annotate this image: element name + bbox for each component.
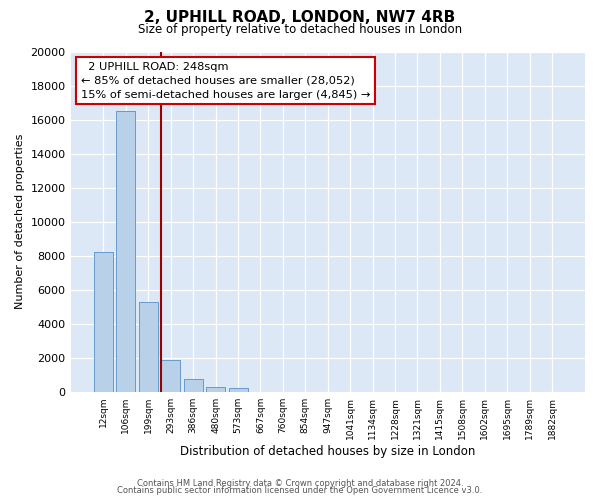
Bar (229, 388, 248, 392)
Text: Size of property relative to detached houses in London: Size of property relative to detached ho… (138, 22, 462, 36)
Bar (184, 378, 203, 392)
Text: Contains HM Land Registry data © Crown copyright and database right 2024.: Contains HM Land Registry data © Crown c… (137, 478, 463, 488)
Bar (116, 111, 136, 392)
Bar (161, 360, 180, 392)
Text: 2 UPHILL ROAD: 248sqm  
← 85% of detached houses are smaller (28,052)
15% of sem: 2 UPHILL ROAD: 248sqm ← 85% of detached … (81, 62, 370, 100)
Text: 2, UPHILL ROAD, LONDON, NW7 4RB: 2, UPHILL ROAD, LONDON, NW7 4RB (145, 10, 455, 25)
X-axis label: Distribution of detached houses by size in London: Distribution of detached houses by size … (180, 444, 475, 458)
Bar (94, 252, 113, 392)
Bar (139, 302, 158, 392)
Bar (206, 387, 225, 392)
Y-axis label: Number of detached properties: Number of detached properties (15, 134, 25, 310)
Text: Contains public sector information licensed under the Open Government Licence v3: Contains public sector information licen… (118, 486, 482, 495)
